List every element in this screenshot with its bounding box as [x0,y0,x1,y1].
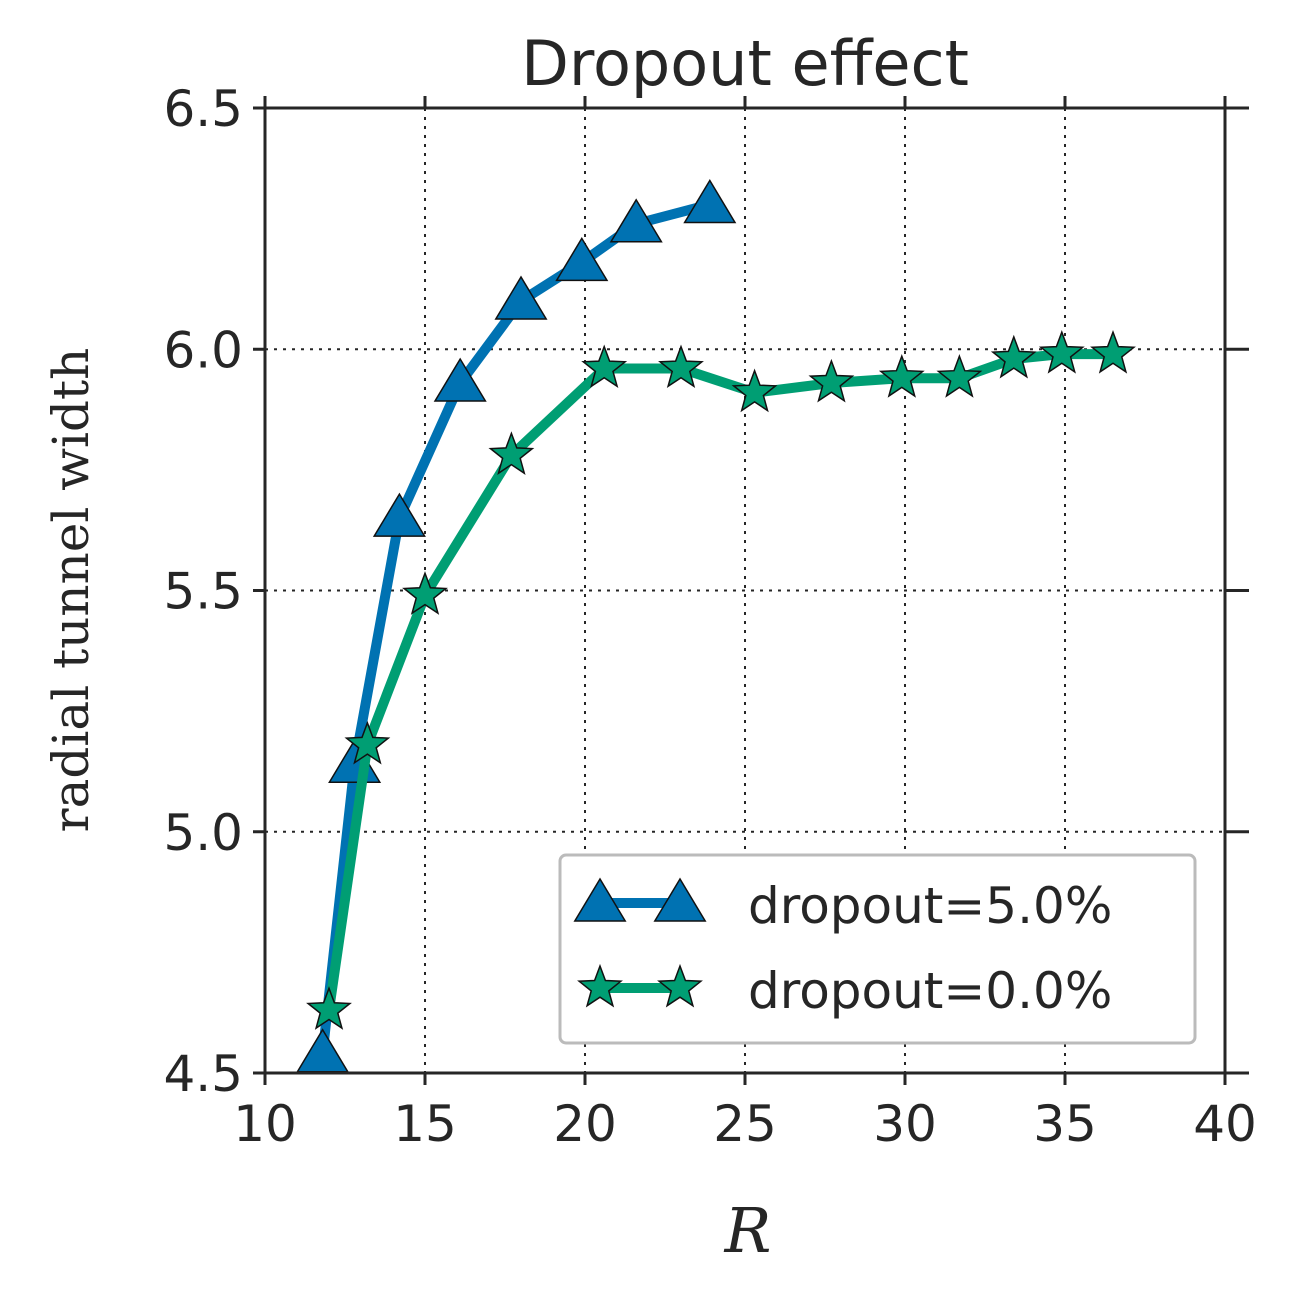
triangle-marker [296,1028,350,1073]
star-marker [581,344,628,389]
star-marker [808,358,855,403]
triangle-marker [653,877,707,922]
star-marker [1090,329,1136,374]
triangle-marker [555,236,609,282]
star-marker [577,963,623,1008]
y-tick-label: 5.0 [163,804,243,862]
star-marker [936,354,983,398]
legend: dropout=5.0% dropout=0.0% [558,853,1197,1045]
x-tick-label: 35 [1033,1095,1097,1153]
triangle-marker [683,179,737,224]
star-marker [1038,329,1085,374]
x-tick-label: 10 [233,1095,297,1153]
y-tick-label: 6.0 [163,321,243,379]
x-tick-label: 25 [713,1095,777,1153]
star-marker [344,720,391,765]
star-marker [657,963,703,1008]
star-marker [731,368,778,413]
x-tick-label: 20 [553,1095,617,1153]
series-dropout-5 [296,179,737,1073]
legend-label-dropout-0: dropout=0.0% [748,962,1112,1020]
ticks: 10 15 20 25 30 35 40 4.5 5.0 5.5 6.0 6.5 [163,80,1256,1153]
triangle-marker [372,492,426,537]
x-axis-label: R [724,1194,772,1267]
x-tick-label: 15 [393,1095,457,1153]
legend-label-dropout-5: dropout=5.0% [748,877,1112,935]
series-dropout-0 [306,329,1136,1030]
star-marker [990,334,1037,379]
y-tick-label: 5.5 [163,563,243,621]
x-tick-label: 40 [1193,1095,1257,1153]
star-marker [878,354,925,398]
triangle-marker [609,198,663,243]
y-tick-label: 4.5 [163,1045,243,1103]
grid [265,108,1225,1073]
x-tick-label: 30 [873,1095,937,1153]
triangle-marker [494,275,548,320]
series-layer [296,179,1136,1073]
y-tick-label: 6.5 [163,80,243,138]
legend-box [558,853,1197,1045]
star-marker [488,431,535,475]
y-axis-label: radial tunnel width [42,348,100,833]
star-marker [658,344,704,389]
star-marker [402,571,448,615]
triangle-marker [433,357,487,402]
chart-title: Dropout effect [521,27,969,100]
star-marker [306,986,352,1030]
triangle-marker [573,877,627,922]
